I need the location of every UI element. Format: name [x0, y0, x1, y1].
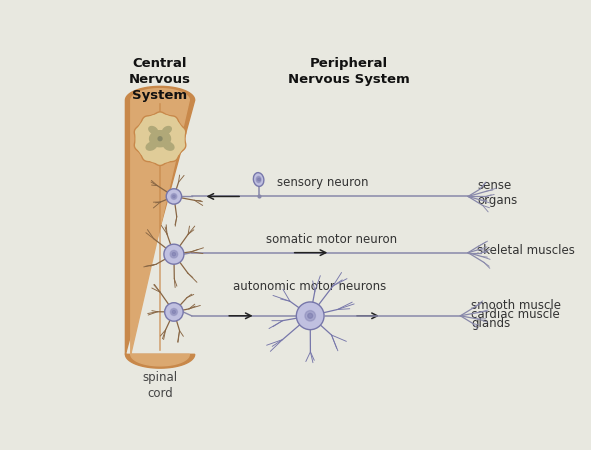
Text: somatic motor neuron: somatic motor neuron — [267, 233, 397, 246]
Text: sensory neuron: sensory neuron — [277, 176, 369, 189]
Ellipse shape — [254, 173, 264, 186]
Circle shape — [135, 114, 185, 163]
Circle shape — [172, 252, 176, 256]
Ellipse shape — [256, 176, 261, 183]
Text: Peripheral
Nervous System: Peripheral Nervous System — [288, 57, 410, 86]
Circle shape — [296, 302, 324, 330]
Circle shape — [172, 310, 176, 314]
Circle shape — [165, 303, 183, 321]
Circle shape — [305, 310, 316, 321]
Text: spinal
cord: spinal cord — [142, 371, 178, 400]
Circle shape — [173, 195, 176, 198]
Text: glands: glands — [471, 317, 511, 330]
Ellipse shape — [150, 130, 171, 147]
Circle shape — [166, 189, 181, 204]
Text: cardiac muscle: cardiac muscle — [471, 308, 560, 321]
Circle shape — [171, 194, 177, 199]
Text: Central
Nervous
System: Central Nervous System — [129, 57, 191, 102]
Polygon shape — [134, 112, 186, 166]
Text: sense
organs: sense organs — [478, 180, 518, 207]
Text: skeletal muscles: skeletal muscles — [478, 244, 575, 257]
Text: autonomic motor neurons: autonomic motor neurons — [233, 280, 387, 293]
Circle shape — [308, 313, 313, 318]
Ellipse shape — [146, 142, 157, 150]
Text: smooth muscle: smooth muscle — [471, 298, 561, 311]
Circle shape — [170, 250, 178, 258]
Circle shape — [170, 308, 177, 315]
Circle shape — [158, 137, 162, 140]
Circle shape — [258, 178, 261, 181]
Ellipse shape — [164, 142, 174, 150]
Circle shape — [135, 114, 185, 163]
Polygon shape — [125, 86, 194, 368]
Ellipse shape — [163, 126, 171, 134]
Polygon shape — [131, 89, 189, 366]
Circle shape — [164, 244, 184, 264]
Ellipse shape — [149, 126, 157, 134]
